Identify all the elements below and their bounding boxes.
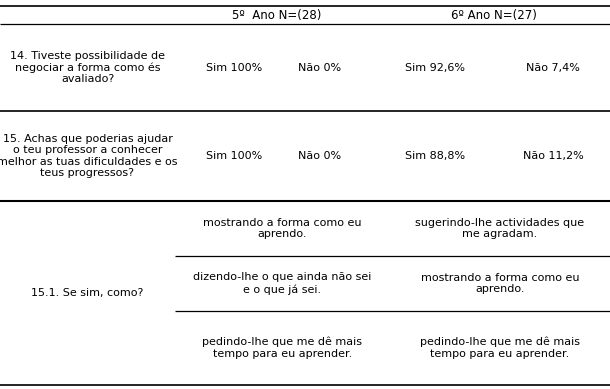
Text: sugerindo-lhe actividades que
me agradam.: sugerindo-lhe actividades que me agradam… <box>415 218 584 239</box>
Text: Não 11,2%: Não 11,2% <box>523 151 583 161</box>
Text: Não 0%: Não 0% <box>298 63 342 72</box>
Text: 6º Ano N=(27): 6º Ano N=(27) <box>451 9 537 21</box>
Text: Sim 92,6%: Sim 92,6% <box>405 63 465 72</box>
Text: 15.1. Se sim, como?: 15.1. Se sim, como? <box>31 288 144 298</box>
Text: 15. Achas que poderias ajudar
o teu professor a conhecer
melhor as tuas dificuld: 15. Achas que poderias ajudar o teu prof… <box>0 133 178 179</box>
Text: 14. Tiveste possibilidade de
negociar a forma como és
avaliado?: 14. Tiveste possibilidade de negociar a … <box>10 51 165 84</box>
Text: Não 0%: Não 0% <box>298 151 342 161</box>
Text: Sim 100%: Sim 100% <box>206 63 262 72</box>
Text: pedindo-lhe que me dê mais
tempo para eu aprender.: pedindo-lhe que me dê mais tempo para eu… <box>203 337 362 359</box>
Text: mostrando a forma como eu
aprendo.: mostrando a forma como eu aprendo. <box>421 273 580 294</box>
Text: 5º  Ano N=(28): 5º Ano N=(28) <box>232 9 321 21</box>
Text: Sim 100%: Sim 100% <box>206 151 262 161</box>
Text: mostrando a forma como eu
aprendo.: mostrando a forma como eu aprendo. <box>203 218 362 239</box>
Text: dizendo-lhe o que ainda não sei
e o que já sei.: dizendo-lhe o que ainda não sei e o que … <box>193 272 371 294</box>
Text: Não 7,4%: Não 7,4% <box>526 63 580 72</box>
Text: pedindo-lhe que me dê mais
tempo para eu aprender.: pedindo-lhe que me dê mais tempo para eu… <box>420 337 580 359</box>
Text: Sim 88,8%: Sim 88,8% <box>405 151 465 161</box>
